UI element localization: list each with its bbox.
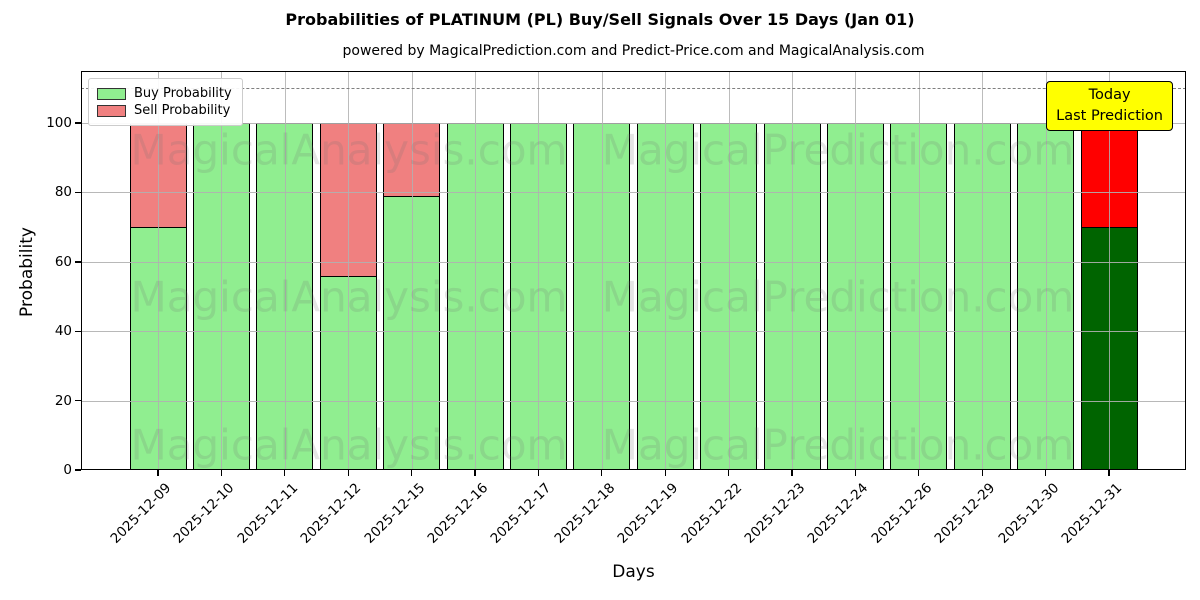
y-tick-mark xyxy=(75,469,81,471)
today-annotation-box: Today Last Prediction xyxy=(1046,81,1173,132)
vertical-gridline xyxy=(411,71,413,470)
x-tick-mark xyxy=(981,470,983,476)
plot-area: MagicalAnalysis.comMagicalPrediction.com… xyxy=(81,71,1186,470)
x-tick-mark xyxy=(727,470,730,476)
legend-item-sell: Sell Probability xyxy=(97,102,232,119)
legend-item-buy: Buy Probability xyxy=(97,85,232,102)
vertical-gridline xyxy=(475,71,476,470)
vertical-gridline xyxy=(221,71,223,470)
x-tick-mark xyxy=(537,470,540,476)
x-tick-mark xyxy=(474,470,476,476)
vertical-gridline xyxy=(855,71,857,470)
horizontal-gridline xyxy=(81,192,1186,194)
vertical-gridline xyxy=(538,71,540,470)
y-tick-label: 60 xyxy=(54,253,72,270)
x-tick-mark xyxy=(410,470,413,476)
vertical-gridline xyxy=(792,71,793,470)
legend-label-buy: Buy Probability xyxy=(134,86,232,101)
x-tick-mark xyxy=(157,470,159,476)
y-tick-label: 0 xyxy=(63,462,72,478)
annotation-line-1: Today xyxy=(1088,87,1131,103)
horizontal-gridline xyxy=(81,400,1186,402)
x-tick-mark xyxy=(918,470,920,476)
vertical-gridline xyxy=(982,71,984,470)
vertical-gridline xyxy=(1045,71,1047,470)
vertical-gridline xyxy=(918,71,920,470)
y-tick-label: 40 xyxy=(54,323,72,340)
x-tick-mark xyxy=(1044,470,1047,476)
vertical-gridline xyxy=(665,71,667,470)
y-tick-label: 100 xyxy=(46,115,72,132)
chart-title: Probabilities of PLATINUM (PL) Buy/Sell … xyxy=(285,10,915,29)
y-tick-label: 20 xyxy=(54,392,72,409)
x-tick-mark xyxy=(347,470,349,476)
vertical-gridline xyxy=(348,71,350,470)
y-tick-mark xyxy=(75,399,81,402)
legend: Buy Probability Sell Probability xyxy=(88,78,243,126)
x-tick-mark xyxy=(854,470,857,476)
horizontal-gridline xyxy=(81,331,1186,333)
vertical-gridline xyxy=(158,71,159,470)
dashed-threshold-line xyxy=(81,88,1186,90)
y-tick-label: 80 xyxy=(54,184,72,201)
vertical-gridline xyxy=(601,71,603,470)
buy-probability-swatch xyxy=(97,87,126,100)
horizontal-gridline xyxy=(81,123,1186,125)
y-tick-mark xyxy=(75,330,81,332)
sell-probability-swatch xyxy=(97,104,126,117)
annotation-line-2: Last Prediction xyxy=(1056,108,1163,125)
x-tick-label: 2025-12-31 xyxy=(1059,480,1192,547)
x-tick-mark xyxy=(664,470,666,476)
x-tick-label-text: 2025-12-09 xyxy=(107,480,175,547)
y-tick-mark xyxy=(75,122,81,124)
vertical-gridline xyxy=(284,71,286,470)
vertical-gridline xyxy=(1109,71,1110,470)
x-axis-label: Days xyxy=(612,562,655,582)
legend-label-sell: Sell Probability xyxy=(134,103,231,118)
x-tick-mark xyxy=(220,470,223,476)
chart-subtitle: powered by MagicalPrediction.com and Pre… xyxy=(342,43,925,59)
y-tick-mark xyxy=(75,191,81,194)
x-tick-mark xyxy=(791,470,793,476)
y-tick-mark xyxy=(75,261,81,263)
vertical-gridline xyxy=(728,71,730,470)
horizontal-gridline xyxy=(81,261,1186,263)
x-tick-mark xyxy=(601,470,603,476)
x-tick-mark xyxy=(284,470,286,476)
x-tick-mark xyxy=(1108,470,1110,476)
y-axis-label: Probability xyxy=(17,227,37,317)
